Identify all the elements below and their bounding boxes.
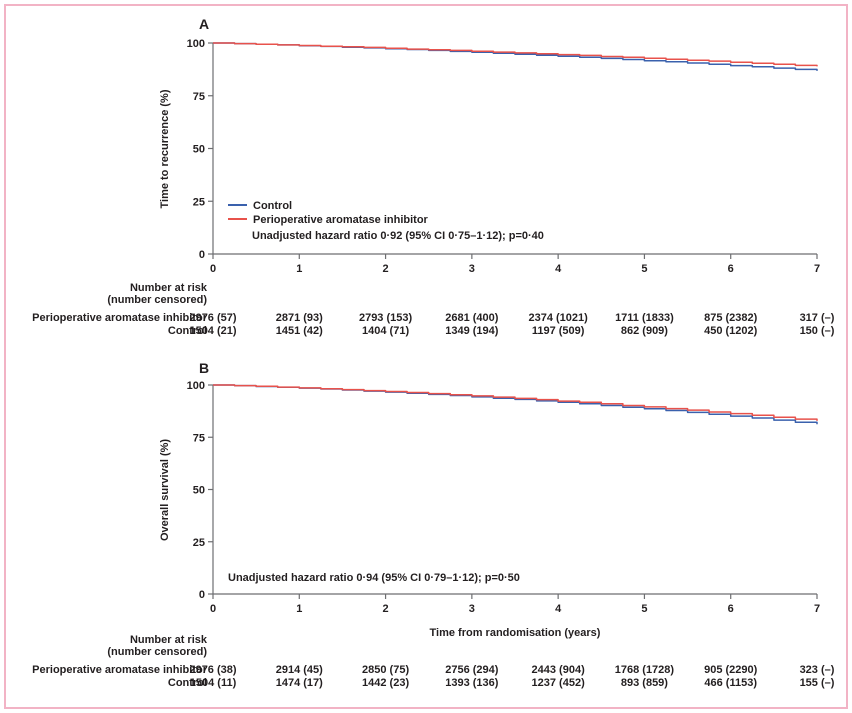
- x-tick-label: 4: [555, 263, 562, 275]
- pai-line-swatch: [228, 218, 247, 220]
- risk-value: 2793 (153): [358, 312, 413, 324]
- y-tick-label: 75: [193, 91, 205, 103]
- risk-value: 893 (859): [620, 677, 668, 689]
- y-tick-label: 25: [193, 196, 205, 208]
- risk-value: 450 (1202): [704, 325, 758, 337]
- risk-value: 150 (–): [799, 325, 835, 337]
- panel-a-plot: 0 25 50 75 100 0 1 2 3 4 5 6 7: [187, 38, 820, 275]
- risk-value: 2374 (1021): [528, 312, 588, 324]
- risk-value: 862 (909): [620, 325, 668, 337]
- x-tick-label: 5: [641, 603, 647, 615]
- x-tick-label: 2: [383, 263, 389, 275]
- risk-row-label: Control: [167, 325, 207, 337]
- risk-value: 905 (2290): [704, 664, 758, 676]
- risk-value: 1711 (1833): [615, 312, 674, 324]
- risk-value: 1504 (21): [189, 325, 237, 337]
- x-tick-label: 0: [210, 263, 216, 275]
- legend-label-pai: Perioperative aromatase inhibitor: [253, 214, 428, 226]
- km-curve-pai: [213, 384, 818, 421]
- risk-value: 1768 (1728): [614, 664, 675, 676]
- x-axis-label: Time from randomisation (years): [429, 627, 601, 639]
- risk-value: 1393 (136): [445, 677, 499, 689]
- risk-value: 2443 (904): [531, 664, 585, 676]
- risk-value: 323 (–): [799, 664, 835, 676]
- risk-value: 1404 (71): [362, 325, 410, 337]
- risk-value: 875 (2382): [704, 312, 758, 324]
- y-tick-label: 25: [193, 537, 205, 549]
- risk-value: 2850 (75): [362, 664, 410, 676]
- km-curve-control: [213, 384, 818, 425]
- y-tick-label: 50: [193, 485, 205, 497]
- legend-row-control: Control: [228, 198, 293, 212]
- risk-row-label: Control: [167, 677, 207, 689]
- hazard-ratio-annotation-b: Unadjusted hazard ratio 0·94 (95% CI 0·7…: [228, 572, 520, 584]
- risk-table-subheader: (number censored): [107, 646, 207, 658]
- hazard-ratio-annotation-a: Unadjusted hazard ratio 0·92 (95% CI 0·7…: [252, 230, 544, 242]
- legend-row-pai: Perioperative aromatase inhibitor: [228, 212, 428, 226]
- x-tick-label: 3: [469, 263, 475, 275]
- risk-value: 1349 (194): [445, 325, 499, 337]
- control-line-swatch: [228, 204, 247, 206]
- risk-value: 2976 (38): [189, 664, 237, 676]
- x-tick-label: 3: [469, 603, 475, 615]
- legend-label-control: Control: [253, 200, 293, 212]
- x-tick-label: 0: [210, 603, 216, 615]
- risk-table-header: Number at risk: [129, 634, 207, 646]
- risk-value: 155 (–): [799, 677, 835, 689]
- risk-table-subheader: (number censored): [107, 294, 207, 306]
- x-tick-label: 6: [728, 603, 734, 615]
- x-tick-label: 5: [641, 263, 647, 275]
- y-tick-label: 50: [193, 144, 205, 156]
- panel-b-y-axis-title: Overall survival (%): [159, 438, 171, 542]
- panel-a-label: A: [199, 16, 210, 32]
- panel-a-y-axis-title: Time to recurrence (%): [159, 89, 171, 209]
- risk-table-header: Number at risk: [129, 282, 207, 294]
- risk-value: 317 (–): [799, 312, 835, 324]
- x-tick-label: 6: [728, 263, 734, 275]
- risk-value: 2871 (93): [275, 312, 323, 324]
- risk-value: 1474 (17): [275, 677, 323, 689]
- legend-row-hazard-ratio: Unadjusted hazard ratio 0·92 (95% CI 0·7…: [252, 228, 544, 242]
- x-tick-label: 1: [296, 603, 302, 615]
- risk-value: 2976 (57): [189, 312, 237, 324]
- risk-value: 1442 (23): [362, 677, 410, 689]
- y-tick-label: 75: [193, 432, 205, 444]
- y-tick-label: 0: [199, 589, 205, 601]
- risk-value: 2681 (400): [445, 312, 499, 324]
- risk-value: 1197 (509): [531, 325, 585, 337]
- panel-b-label: B: [199, 360, 210, 376]
- km-curve-pai: [213, 42, 818, 67]
- y-tick-label: 100: [187, 380, 205, 392]
- risk-row-label: Perioperative aromatase inhibitor: [32, 664, 207, 676]
- risk-value: 1237 (452): [531, 677, 585, 689]
- risk-value: 466 (1153): [704, 677, 757, 689]
- x-tick-label: 7: [814, 263, 820, 275]
- x-tick-label: 4: [555, 603, 562, 615]
- risk-value: 2756 (294): [445, 664, 499, 676]
- km-curve-control: [213, 42, 818, 71]
- x-tick-label: 7: [814, 603, 820, 615]
- x-tick-label: 1: [296, 263, 302, 275]
- risk-value: 2914 (45): [275, 664, 323, 676]
- risk-row-label: Perioperative aromatase inhibitor: [32, 312, 207, 324]
- y-tick-label: 100: [187, 38, 205, 50]
- y-tick-label: 0: [199, 249, 205, 261]
- x-tick-label: 2: [383, 603, 389, 615]
- panel-b-plot: 0 25 50 75 100 0 1 2 3 4 5 6 7: [187, 380, 820, 615]
- risk-value: 1504 (11): [189, 677, 237, 689]
- risk-value: 1451 (42): [275, 325, 323, 337]
